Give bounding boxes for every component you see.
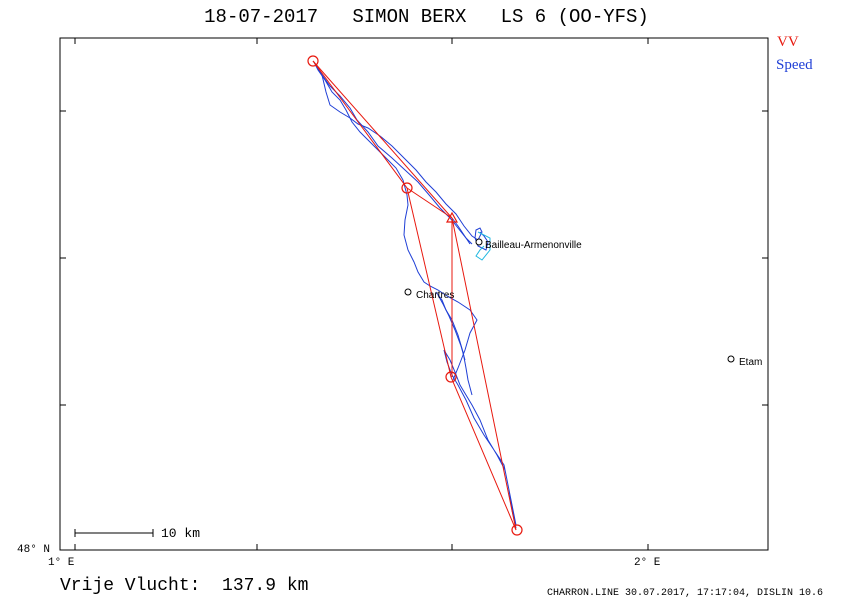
lon-axis-label-left: 1° E: [48, 557, 75, 569]
scale-bar-label: 10 km: [161, 526, 201, 541]
lat-axis-label: 48° N: [17, 544, 51, 556]
town-marker-chartres: [404, 288, 412, 296]
legend-vv: VV: [777, 34, 799, 50]
scale-bar: [74, 529, 154, 537]
town-markers: [404, 238, 735, 363]
chart-title: 18-07-2017 SIMON BERX LS 6 (OO-YFS): [204, 6, 649, 28]
town-label-etam: Etam: [739, 357, 763, 368]
track-segment-alt: [475, 231, 491, 261]
town-label-bailleau: Bailleau-Armenonville: [485, 240, 582, 251]
lon-axis-label-right: 2° E: [634, 557, 661, 569]
town-label-chartres: Chartres: [416, 290, 455, 301]
turnpoint-center: [445, 371, 457, 383]
frame-ticks: [60, 38, 768, 550]
town-marker-etam: [727, 355, 735, 363]
turnpoint-west: [401, 182, 413, 194]
start-triangle: [445, 211, 459, 223]
flight-distance: Vrije Vlucht: 137.9 km: [60, 576, 309, 596]
render-metadata: CHARRON.LINE 30.07.2017, 17:17:04, DISLI…: [547, 588, 824, 599]
turnpoint-markers: [307, 55, 523, 536]
turnpoint-south: [511, 524, 523, 536]
town-marker-bailleau: [475, 238, 483, 246]
task-route: [312, 60, 517, 531]
turnpoint-north: [307, 55, 319, 67]
legend-speed: Speed: [776, 57, 813, 73]
map-frame: [59, 37, 769, 551]
